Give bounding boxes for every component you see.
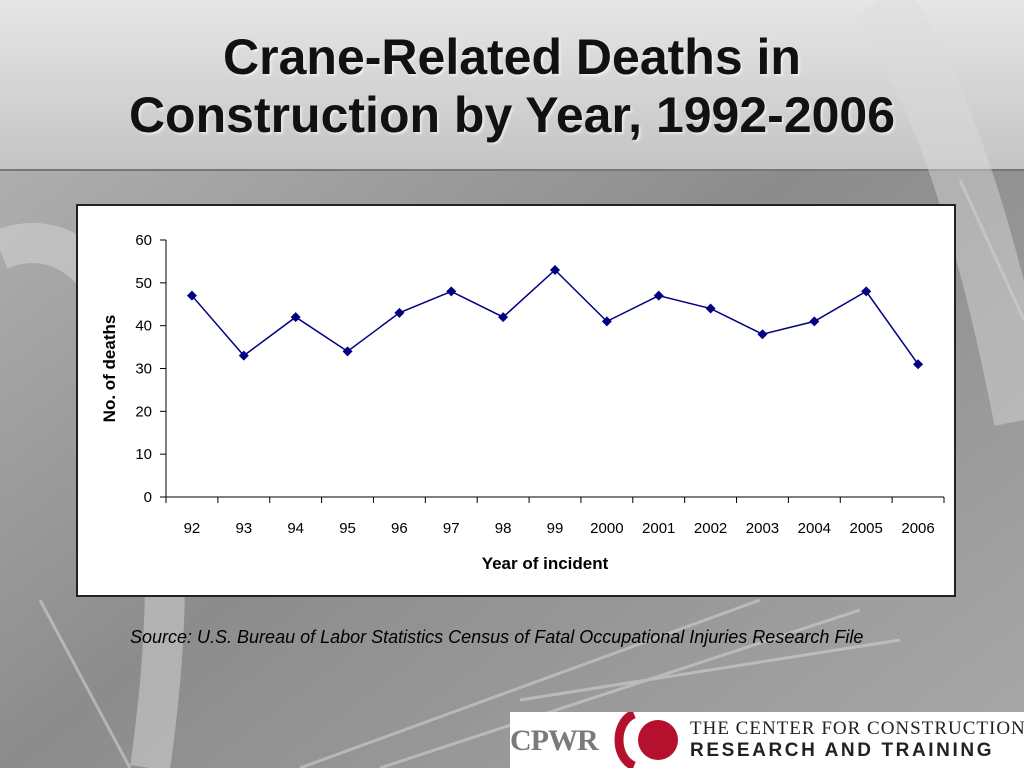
cpwr-logo: CPWR THE CENTER FOR CONSTRUCTION RESEARC… (510, 712, 1024, 768)
logo-bracket (614, 712, 637, 768)
logo-line1: THE CENTER FOR CONSTRUCTION (690, 718, 1024, 739)
data-point-marker (342, 346, 353, 357)
logo-acronym: CPWR (510, 724, 599, 757)
series-line (191, 268, 919, 365)
line-chart: 0 10 20 30 40 50 60 92 93 94 95 96 97 98 99 2000 2001 200… (100, 232, 945, 573)
data-point-marker (550, 264, 560, 275)
x-tick-label: 2006 (901, 520, 934, 537)
data-point-marker (186, 290, 197, 301)
logo-circle (638, 720, 678, 760)
y-tick-label: 30 (135, 361, 152, 378)
data-point-marker (394, 307, 405, 318)
data-point-marker (653, 290, 664, 301)
y-tick-label: 10 (135, 446, 152, 463)
data-point-marker (913, 359, 924, 370)
slide-title-line1: Crane-Related Deaths in (223, 29, 801, 85)
source-note: Source: U.S. Bureau of Labor Statistics … (130, 627, 864, 647)
x-tick-label: 2000 (590, 520, 623, 537)
data-point-marker (446, 286, 457, 297)
data-point-marker (238, 350, 249, 361)
x-tick-label: 97 (443, 520, 460, 537)
logo-line2: RESEARCH AND TRAINING (690, 740, 995, 761)
x-tick-label: 2002 (694, 520, 727, 537)
x-tick-label: 2003 (746, 520, 779, 537)
y-tick-label: 0 (144, 489, 152, 506)
slide-title-line2: Construction by Year, 1992-2006 (128, 87, 896, 143)
x-tick-label: 2004 (798, 520, 831, 537)
y-tick-label: 50 (135, 275, 152, 292)
logo-mark-icon (614, 712, 678, 768)
data-point-marker (809, 316, 820, 327)
slide-title: Crane-Related Deaths in Construction by … (40, 28, 984, 144)
data-point-marker (601, 316, 612, 327)
x-tick-label: 2001 (642, 520, 675, 537)
x-tick-label: 95 (339, 520, 356, 537)
x-tick-label: 99 (547, 520, 564, 537)
chart-panel: 0 10 20 30 40 50 60 92 93 94 95 96 97 98 99 2000 2001 200… (76, 204, 956, 597)
x-tick-label: 93 (235, 520, 252, 537)
y-tick-label: 60 (135, 232, 152, 249)
x-tick-label: 92 (184, 520, 201, 537)
y-tick-label: 40 (135, 318, 152, 335)
data-point-marker (757, 329, 768, 340)
data-point-marker (290, 312, 301, 323)
x-axis-title: Year of incident (482, 554, 609, 573)
data-point-marker (498, 312, 509, 323)
data-point-marker (861, 286, 872, 297)
x-tick-label: 2005 (850, 520, 883, 537)
y-axis-title: No. of deaths (100, 315, 119, 423)
x-tick-label: 94 (287, 520, 304, 537)
x-tick-label: 96 (391, 520, 408, 537)
data-point-marker (705, 303, 716, 314)
y-tick-label: 20 (135, 403, 152, 420)
x-tick-label: 98 (495, 520, 512, 537)
